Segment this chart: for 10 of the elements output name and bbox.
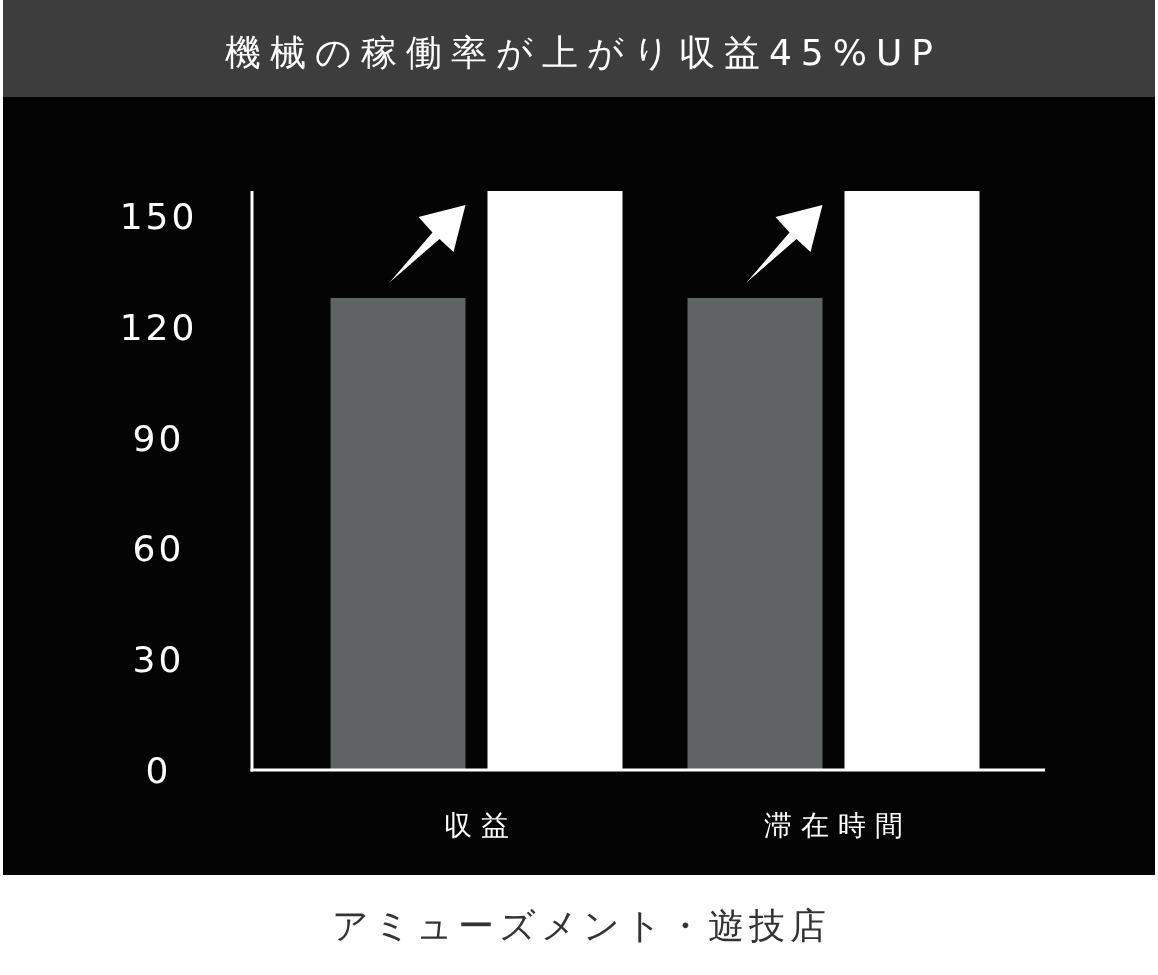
y-tick-label: 30	[132, 638, 185, 680]
x-tick-label: 滞在時間	[764, 808, 912, 842]
x-tick-label: 収益	[444, 808, 518, 842]
y-tick-label: 0	[145, 749, 172, 791]
y-tick-label: 60	[132, 528, 185, 570]
title: 機械の稼働率が上がり収益45%UP	[224, 31, 943, 73]
y-tick-label: 150	[119, 196, 198, 238]
y-tick-label: 120	[119, 306, 198, 348]
annotation: アミューズメント・遊技店	[332, 904, 831, 946]
y-tick-label: 90	[132, 417, 185, 459]
